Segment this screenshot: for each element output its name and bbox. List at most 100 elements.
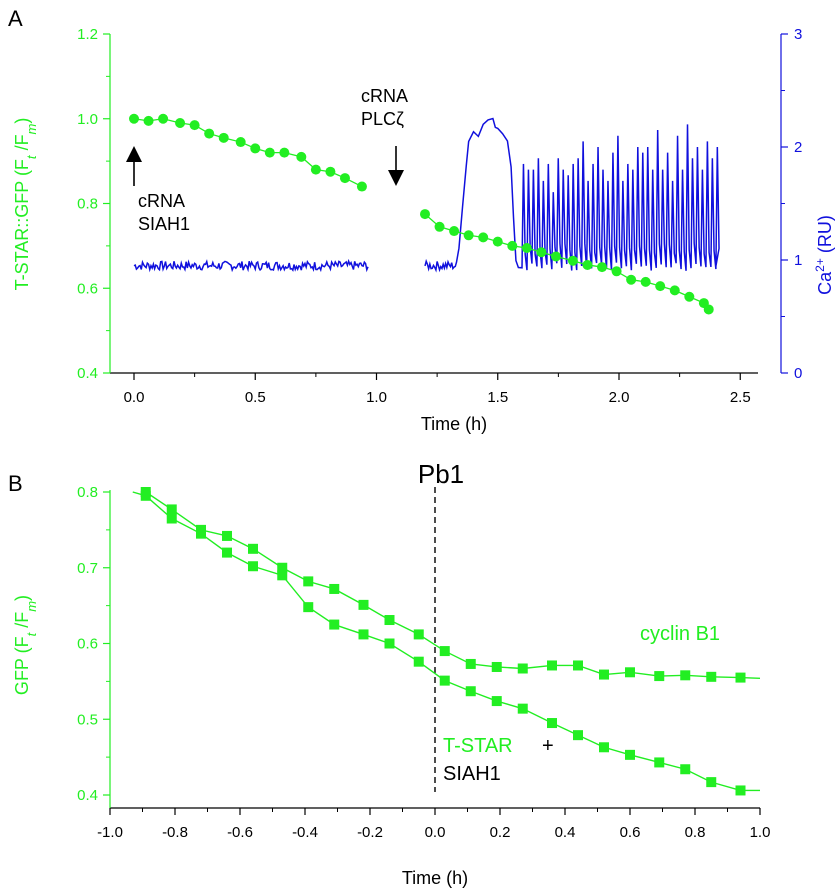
- gfp-data-point: [611, 266, 622, 277]
- panel-b-data-point: [384, 638, 395, 649]
- panel-a-x-axis-title: Time (h): [421, 414, 487, 434]
- siah1-annotation-line2: SIAH1: [138, 214, 190, 234]
- panel-b-data-point: [625, 667, 635, 678]
- gfp-data-point: [626, 274, 637, 285]
- gfp-data-point: [356, 181, 367, 192]
- panel-b-data-point: [517, 663, 528, 674]
- gfp-data-point: [279, 147, 290, 158]
- gfp-data-point: [684, 291, 695, 302]
- panel-a-x-tick-label: 2.5: [730, 389, 751, 406]
- panel-b-data-point: [439, 675, 450, 686]
- gfp-data-point: [189, 120, 200, 131]
- panel-a-x-tick-label: 0.0: [124, 389, 145, 406]
- panel-b-data-point: [222, 547, 232, 558]
- panel-b: B -1.0 -0.8 -0.6 -0.4 -0.2 0.0 0.2 0.4 0.6 0.8 1.0…: [8, 459, 770, 888]
- panel-b-y-tick-label: 0.4: [77, 787, 98, 804]
- gfp-data-point: [597, 262, 608, 273]
- gfp-data-point: [339, 173, 350, 184]
- gfp-data-point: [325, 166, 336, 177]
- panel-b-data-point: [599, 742, 609, 753]
- panel-b-x-tick-label: -0.6: [227, 824, 253, 841]
- panel-b-data-point: [303, 576, 314, 587]
- panel-label-a: A: [8, 6, 23, 31]
- panel-b-series: [132, 487, 761, 796]
- panel-b-data-point: [491, 696, 502, 707]
- gfp-data-point: [669, 285, 680, 296]
- gfp-data-point: [235, 137, 246, 148]
- panel-a-y-tick-label-left: 0.8: [77, 196, 98, 213]
- panel-b-data-point: [706, 671, 717, 682]
- panel-a-x-tick-label: 1.0: [366, 389, 387, 406]
- gfp-data-point: [420, 209, 430, 220]
- panel-b-data-point: [277, 570, 288, 581]
- panel-b-data-point: [465, 686, 476, 697]
- panel-b-x-tick-label: 0.4: [555, 824, 576, 841]
- panel-b-x-axis-title: Time (h): [402, 868, 468, 888]
- panel-b-y-tick-label: 0.8: [77, 484, 98, 501]
- panel-b-data-point: [735, 672, 746, 683]
- gfp-data-point: [204, 128, 215, 139]
- panel-b-data-point: [196, 528, 206, 539]
- panel-b-data-point: [599, 669, 609, 680]
- panel-a-y-axis-title-right: Ca2+ (RU): [813, 215, 835, 295]
- panel-b-data-point: [248, 543, 258, 554]
- panel-b-data-point: [654, 757, 665, 768]
- panel-b-x-tick-label: 0.8: [685, 824, 706, 841]
- panel-a-y-tick-label-left: 0.4: [77, 365, 98, 382]
- panel-a-y-tick-label-left: 1.0: [77, 111, 98, 128]
- panel-b-data-point: [358, 629, 369, 640]
- cyclin-b1-label: cyclin B1: [640, 623, 720, 645]
- gfp-line-segment: [133, 118, 363, 188]
- gfp-data-point: [158, 113, 169, 124]
- panel-b-data-point: [248, 561, 258, 572]
- panel-b-x-tick-label: 1.0: [750, 824, 771, 841]
- panel-b-data-point: [706, 777, 717, 788]
- panel-b-data-point: [303, 602, 314, 613]
- panel-b-x-tick-label: -0.4: [292, 824, 318, 841]
- panel-b-y-tick-label: 0.7: [77, 560, 98, 577]
- panel-b-data-point: [625, 749, 635, 760]
- panel-a-x-tick-label: 1.5: [487, 389, 508, 406]
- plc-annotation-line1: cRNA: [361, 86, 408, 106]
- panel-b-data-point: [277, 562, 288, 573]
- panel-b-data-point: [439, 646, 450, 657]
- siah1-arrow: [126, 146, 142, 186]
- gfp-data-point: [478, 232, 489, 243]
- calcium-plc-segment: [424, 117, 720, 273]
- panel-a-y-tick-label-left: 1.2: [77, 26, 98, 43]
- panel-b-data-point: [413, 629, 424, 640]
- panel-b-data-point: [413, 656, 424, 667]
- gfp-data-point: [175, 117, 186, 128]
- panel-a-y-tick-label-right: 2: [794, 139, 802, 156]
- panel-b-line-cyclin-b1: [145, 491, 761, 680]
- panel-a-x-ticks: 0.0 0.5 1.0 1.5 2.0 2.5: [124, 373, 751, 406]
- panel-b-x-tick-label: 0.0: [425, 824, 446, 841]
- gfp-data-point: [521, 242, 532, 253]
- panel-a-y-tick-label-right: 0: [794, 365, 802, 382]
- panel-b-y-tick-label: 0.6: [77, 636, 98, 653]
- panel-b-data-point: [222, 530, 232, 541]
- panel-label-b: B: [8, 471, 23, 496]
- panel-b-data-point: [358, 599, 369, 610]
- panel-b-data-point: [573, 660, 583, 671]
- panel-b-y-tick-label: 0.5: [77, 711, 98, 728]
- panel-b-y-ticks: 0.4 0.5 0.6 0.7 0.8: [77, 484, 110, 804]
- panel-b-y-axis-title: GFP (Ft /Fm): [12, 595, 39, 695]
- gfp-data-point: [463, 230, 474, 241]
- plc-arrow: [388, 146, 404, 186]
- pb1-label: Pb1: [418, 459, 464, 489]
- panel-a-x-tick-label: 0.5: [245, 389, 266, 406]
- plc-annotation-line2: PLCζ: [361, 109, 404, 129]
- calcium-baseline-segment: [133, 258, 369, 273]
- gfp-data-point: [582, 259, 593, 270]
- panel-b-data-point: [329, 619, 340, 630]
- panel-b-data-point: [384, 615, 395, 626]
- panel-b-x-tick-label: 0.2: [490, 824, 511, 841]
- t-star-label: T-STAR: [443, 735, 513, 757]
- panel-a-y-tick-label-right: 1: [794, 252, 802, 269]
- panel-b-data-point: [491, 661, 502, 672]
- gfp-data-point: [640, 276, 651, 287]
- panel-a-y-axis-title-left: T-STAR::GFP (Ft /Fm): [12, 118, 39, 291]
- panel-b-data-point: [680, 764, 691, 775]
